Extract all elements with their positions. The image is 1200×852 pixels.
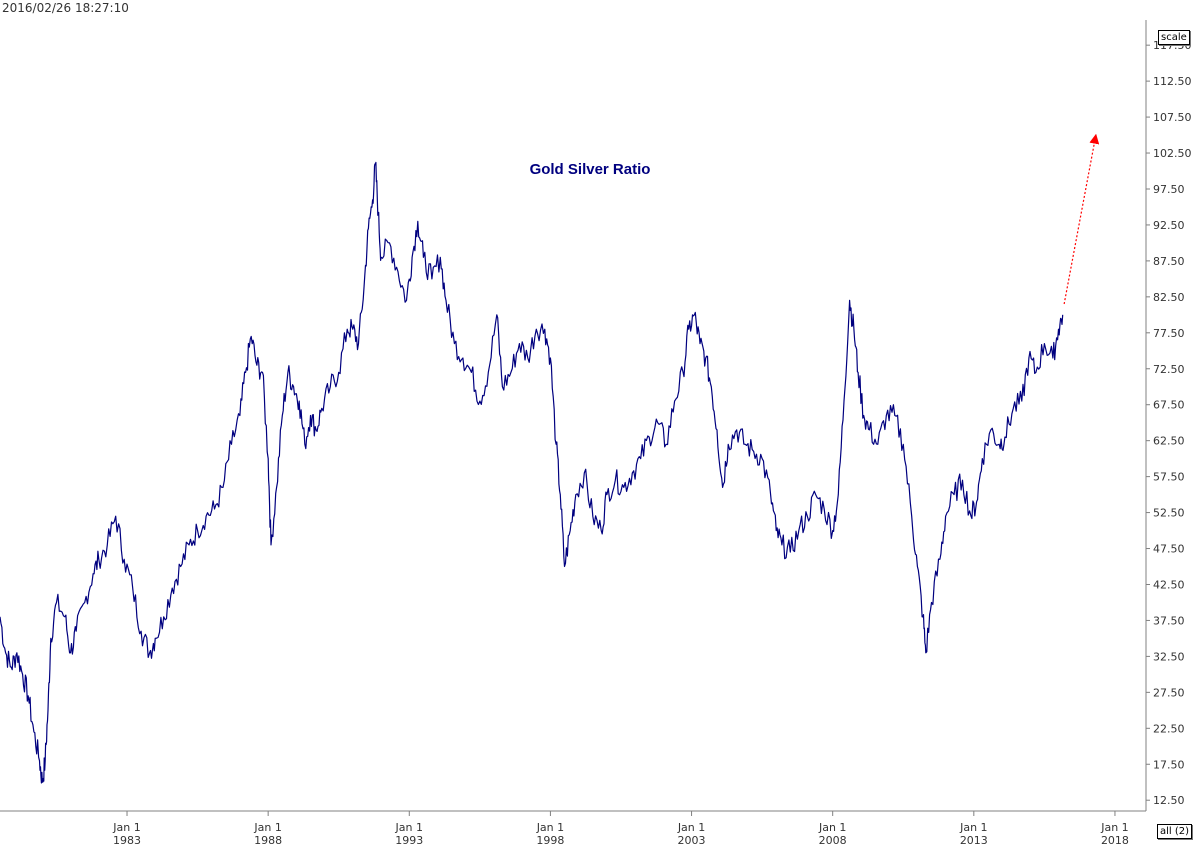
y-tick-label: 107.50 (1153, 111, 1192, 124)
x-tick-label: Jan 1 (112, 821, 140, 834)
x-tick-year: 2013 (960, 834, 988, 847)
chart-title: Gold Silver Ratio (530, 161, 651, 178)
y-tick-label: 12.50 (1153, 794, 1185, 807)
y-tick-label: 52.50 (1153, 507, 1185, 520)
y-tick-label: 102.50 (1153, 147, 1192, 160)
series-line (0, 161, 1064, 784)
x-tick-label: Jan 1 (253, 821, 281, 834)
projection-layer (1063, 133, 1100, 305)
x-tick-year: 1993 (395, 834, 423, 847)
y-tick-label: 17.50 (1153, 758, 1185, 771)
y-tick-label: 62.50 (1153, 435, 1185, 448)
y-tick-label: 77.50 (1153, 327, 1185, 340)
x-tick-label: Jan 1 (959, 821, 987, 834)
x-tick-year: 1998 (536, 834, 564, 847)
y-tick-group: 12.50 17.50 22.50 27.50 32.50 37.50 42.50 47.50… (1146, 39, 1192, 807)
x-tick-label: Jan 1 (818, 821, 846, 834)
x-tick-label: Jan 1 (536, 821, 564, 834)
x-tick-year: 2003 (678, 834, 706, 847)
x-tick-year: 1983 (113, 834, 141, 847)
y-tick-label: 87.50 (1153, 255, 1185, 268)
y-tick-label: 57.50 (1153, 471, 1185, 484)
y-tick-label: 92.50 (1153, 219, 1185, 232)
x-tick-label: Jan 1 (395, 821, 423, 834)
x-tick-year: 2008 (819, 834, 847, 847)
y-tick-label: 112.50 (1153, 75, 1192, 88)
y-tick-label: 47.50 (1153, 543, 1185, 556)
x-tick-year: 2018 (1101, 834, 1129, 847)
y-tick-label: 37.50 (1153, 614, 1185, 627)
series-layer (0, 161, 1064, 784)
projection-arrow (1063, 133, 1100, 305)
x-tick-label: Jan 1 (1100, 821, 1128, 834)
scale-button[interactable]: scale (1158, 30, 1190, 45)
y-tick-label: 82.50 (1153, 291, 1185, 304)
timestamp: 2016/02/26 18:27:10 (2, 1, 129, 15)
y-tick-label: 67.50 (1153, 399, 1185, 412)
x-tick-label: Jan 1 (677, 821, 705, 834)
y-tick-label: 32.50 (1153, 650, 1185, 663)
y-tick-label: 42.50 (1153, 578, 1185, 591)
y-tick-label: 72.50 (1153, 363, 1185, 376)
y-tick-label: 27.50 (1153, 686, 1185, 699)
y-tick-label: 97.50 (1153, 183, 1185, 196)
y-tick-label: 22.50 (1153, 722, 1185, 735)
axes (0, 20, 1147, 812)
x-tick-year: 1988 (254, 834, 282, 847)
all-button[interactable]: all (2) (1157, 824, 1193, 839)
